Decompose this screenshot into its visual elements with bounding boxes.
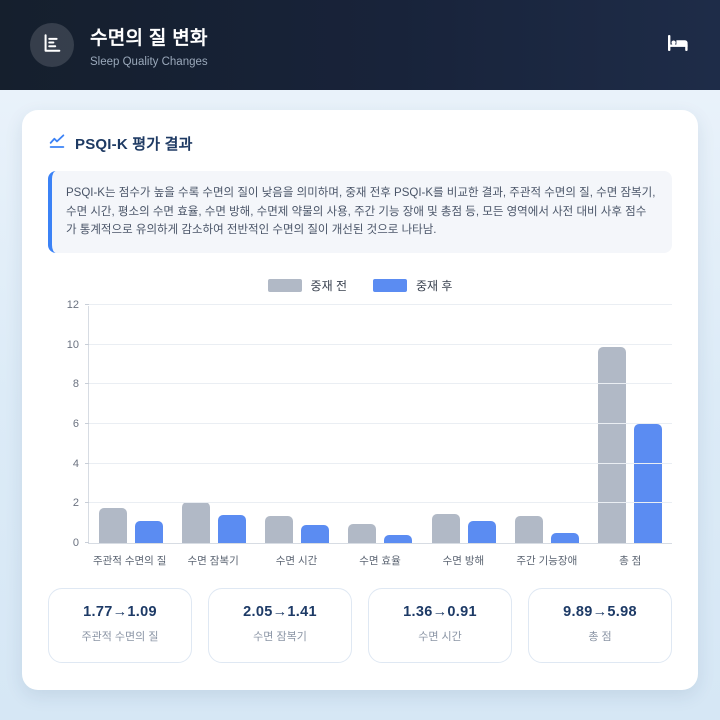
- x-category-label: 수면 효율: [359, 554, 401, 567]
- bed-icon: [666, 33, 690, 58]
- header-icon-circle: [30, 23, 74, 67]
- card-title-row: PSQI-K 평가 결과: [48, 132, 672, 155]
- y-tick-mark: [85, 383, 89, 385]
- stat-value: 9.89→5.98: [563, 603, 637, 620]
- legend-swatch-after: [373, 278, 407, 292]
- gridline: [89, 303, 672, 305]
- y-tick-label: 0: [72, 536, 79, 549]
- description-box: PSQI-K는 점수가 높을 수록 수면의 질이 낮음을 의미하며, 중재 전후…: [48, 171, 672, 253]
- bar-before[interactable]: [598, 346, 627, 543]
- bar-group: [422, 514, 505, 543]
- bar-group: [256, 515, 339, 543]
- y-tick-mark: [85, 541, 89, 543]
- y-tick-label: 6: [72, 417, 79, 430]
- legend-label-after: 중재 후: [416, 278, 453, 293]
- stat-card: 1.77→1.09 주관적 수면의 질: [48, 587, 192, 663]
- line-chart-icon: [48, 132, 66, 155]
- bar-group: [172, 502, 255, 543]
- stat-label: 수면 시간: [418, 630, 462, 643]
- bar-after[interactable]: [467, 521, 496, 543]
- bar-before[interactable]: [431, 514, 460, 543]
- page-subtitle: Sleep Quality Changes: [90, 55, 208, 68]
- bar-after[interactable]: [551, 532, 580, 543]
- x-category-label: 수면 방해: [442, 554, 485, 567]
- x-category-label: 주관적 수면의 질: [92, 554, 167, 567]
- stat-card: 1.36→0.91 수면 시간: [368, 587, 512, 663]
- y-axis: 0 2 4 6 8 10 12: [48, 299, 88, 549]
- y-tick-mark: [85, 502, 89, 504]
- x-category-label: 수면 시간: [275, 554, 318, 567]
- psqi-bar-chart: 0 2 4 6 8 10 12: [48, 299, 672, 549]
- bar-before[interactable]: [98, 507, 127, 543]
- gridline: [89, 383, 672, 385]
- stat-value: 1.36→0.91: [403, 603, 477, 620]
- bar-group: [89, 507, 172, 543]
- bar-before[interactable]: [265, 515, 294, 543]
- stat-card: 9.89→5.98 총 점: [528, 587, 672, 663]
- legend-label-before: 중재 전: [310, 278, 347, 293]
- legend-item-before[interactable]: 중재 전: [267, 277, 347, 294]
- stat-label: 수면 잠복기: [253, 630, 307, 643]
- legend-swatch-before: [267, 278, 302, 292]
- legend-item-after[interactable]: 중재 후: [373, 277, 452, 294]
- plot-area: [85, 303, 672, 544]
- bar-after[interactable]: [217, 514, 246, 543]
- bar-group: [505, 515, 588, 543]
- header-titles: 수면의 질 변화 Sleep Quality Changes: [90, 23, 666, 68]
- y-tick-label: 2: [72, 497, 79, 510]
- stat-cards-row: 1.77→1.09 주관적 수면의 질 2.05→1.41 수면 잠복기 1.3…: [48, 587, 672, 663]
- stat-value: 2.05→1.41: [243, 603, 317, 620]
- page-title: 수면의 질 변화: [90, 27, 208, 49]
- bar-after[interactable]: [634, 424, 663, 543]
- gridline: [89, 343, 672, 345]
- y-tick-mark: [85, 343, 89, 345]
- bar-after[interactable]: [134, 521, 163, 543]
- y-tick-mark: [85, 303, 89, 305]
- gridline: [89, 422, 672, 424]
- gridline: [89, 462, 672, 464]
- description-text: PSQI-K는 점수가 높을 수록 수면의 질이 낮음을 의미하며, 중재 전후…: [66, 187, 656, 237]
- bar-before[interactable]: [181, 502, 210, 543]
- stat-card: 2.05→1.41 수면 잠복기: [208, 587, 352, 663]
- bar-before[interactable]: [515, 515, 544, 543]
- y-tick-label: 4: [72, 457, 79, 470]
- bar-before[interactable]: [348, 524, 377, 543]
- y-tick-label: 12: [66, 298, 79, 311]
- y-tick-mark: [85, 462, 89, 464]
- bar-group: [339, 524, 422, 543]
- card-title: PSQI-K 평가 결과: [75, 136, 193, 153]
- bar-after[interactable]: [384, 534, 413, 543]
- bar-group: [589, 346, 672, 543]
- y-tick-label: 10: [66, 338, 79, 351]
- bar-chart-icon: [41, 32, 63, 59]
- bar-after[interactable]: [301, 524, 330, 543]
- stat-label: 총 점: [588, 630, 612, 643]
- app-header: 수면의 질 변화 Sleep Quality Changes: [0, 0, 720, 90]
- y-tick-mark: [85, 422, 89, 424]
- bar-groups: [89, 306, 672, 543]
- chart-legend: 중재 전 중재 후: [48, 277, 672, 294]
- x-axis-labels: 주관적 수면의 질 수면 잠복기 수면 시간 수면 효율 수면 방해 주간 기능장애 총 점: [88, 553, 672, 568]
- x-category-label: 주간 기능장애: [516, 554, 578, 567]
- x-category-label: 총 점: [619, 554, 642, 567]
- results-card: PSQI-K 평가 결과 PSQI-K는 점수가 높을 수록 수면의 질이 낮음…: [22, 110, 698, 690]
- gridline: [89, 502, 672, 504]
- stat-value: 1.77→1.09: [83, 603, 157, 620]
- y-tick-label: 8: [72, 378, 79, 391]
- x-category-label: 수면 잠복기: [187, 554, 239, 567]
- stat-label: 주관적 수면의 질: [81, 630, 159, 643]
